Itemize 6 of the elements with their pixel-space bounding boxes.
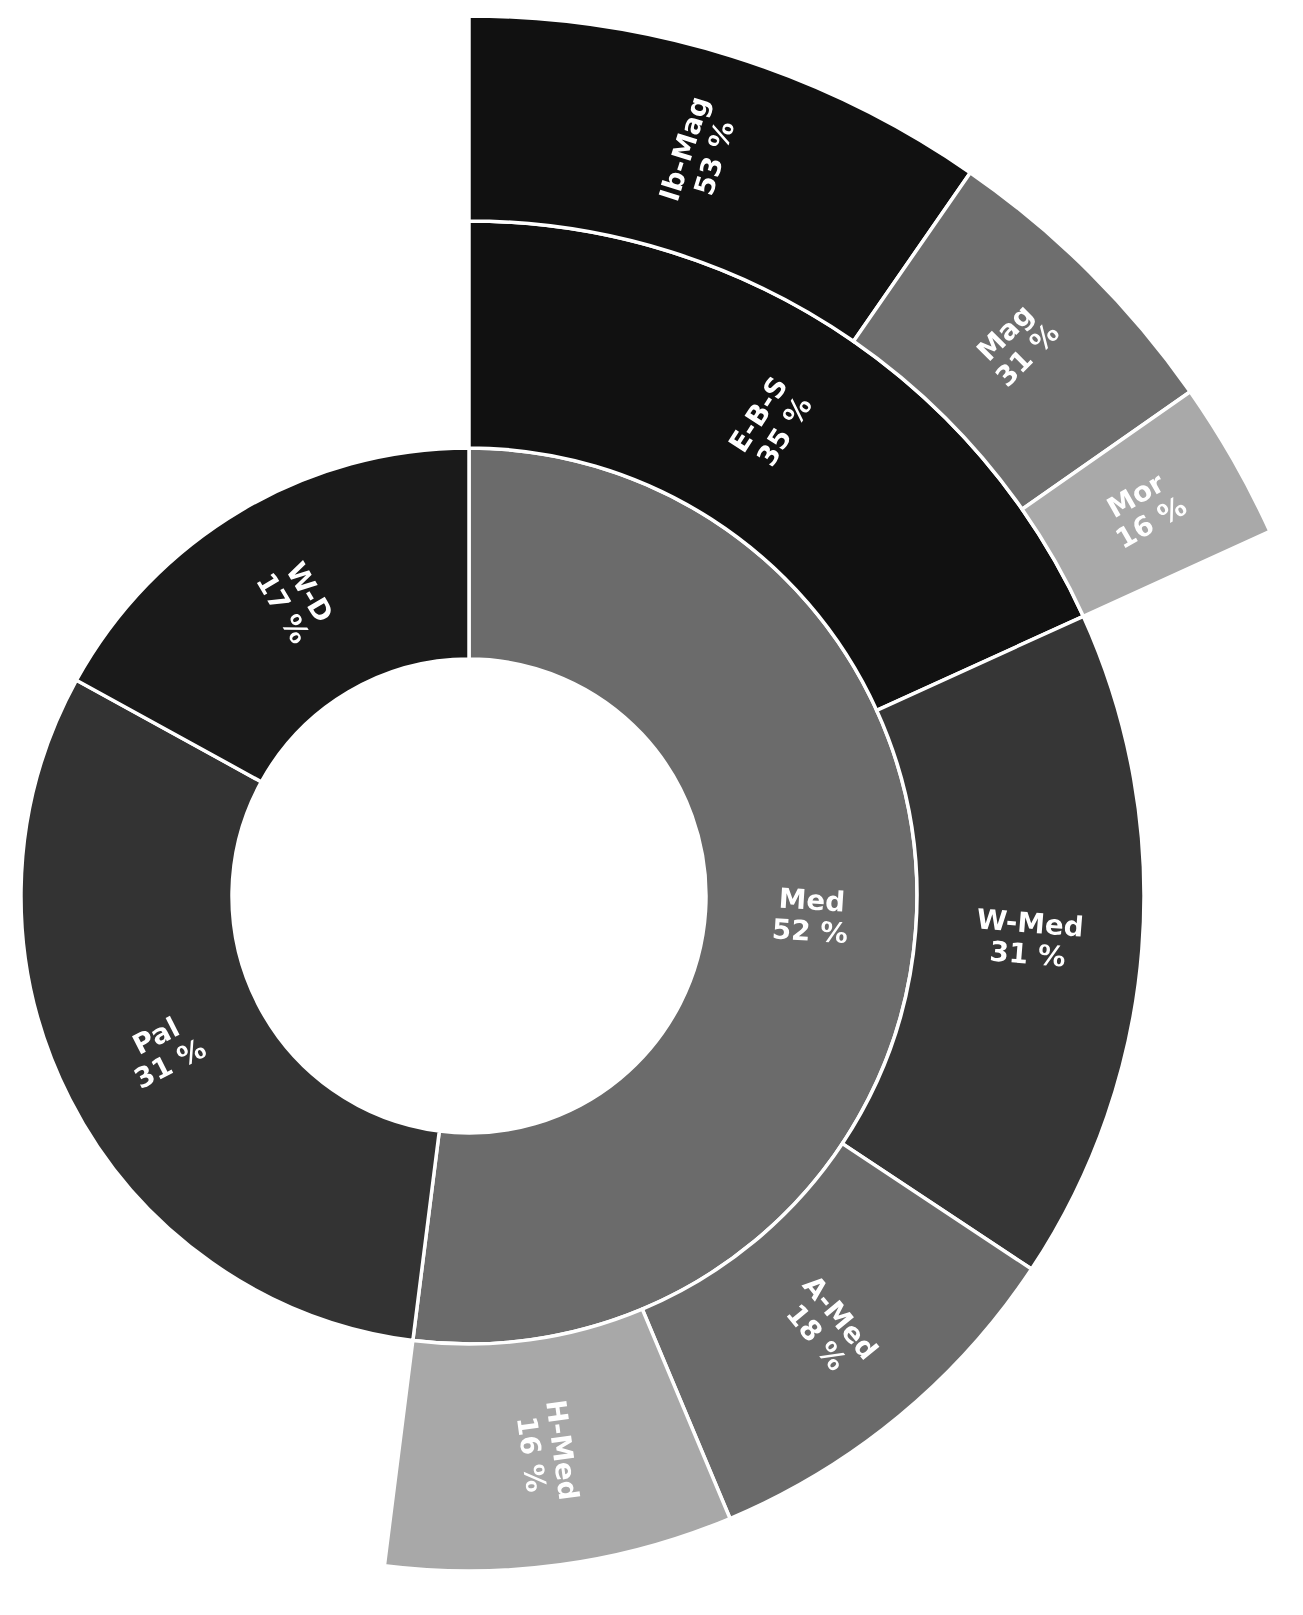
category-label: W-Med bbox=[976, 907, 1083, 937]
data-label: 16 % bbox=[516, 1418, 548, 1493]
category-label: Med bbox=[780, 886, 844, 912]
category-label: H-Med bbox=[545, 1400, 581, 1500]
data-label: 31 % bbox=[990, 940, 1066, 967]
data-label: 52 % bbox=[773, 917, 848, 944]
